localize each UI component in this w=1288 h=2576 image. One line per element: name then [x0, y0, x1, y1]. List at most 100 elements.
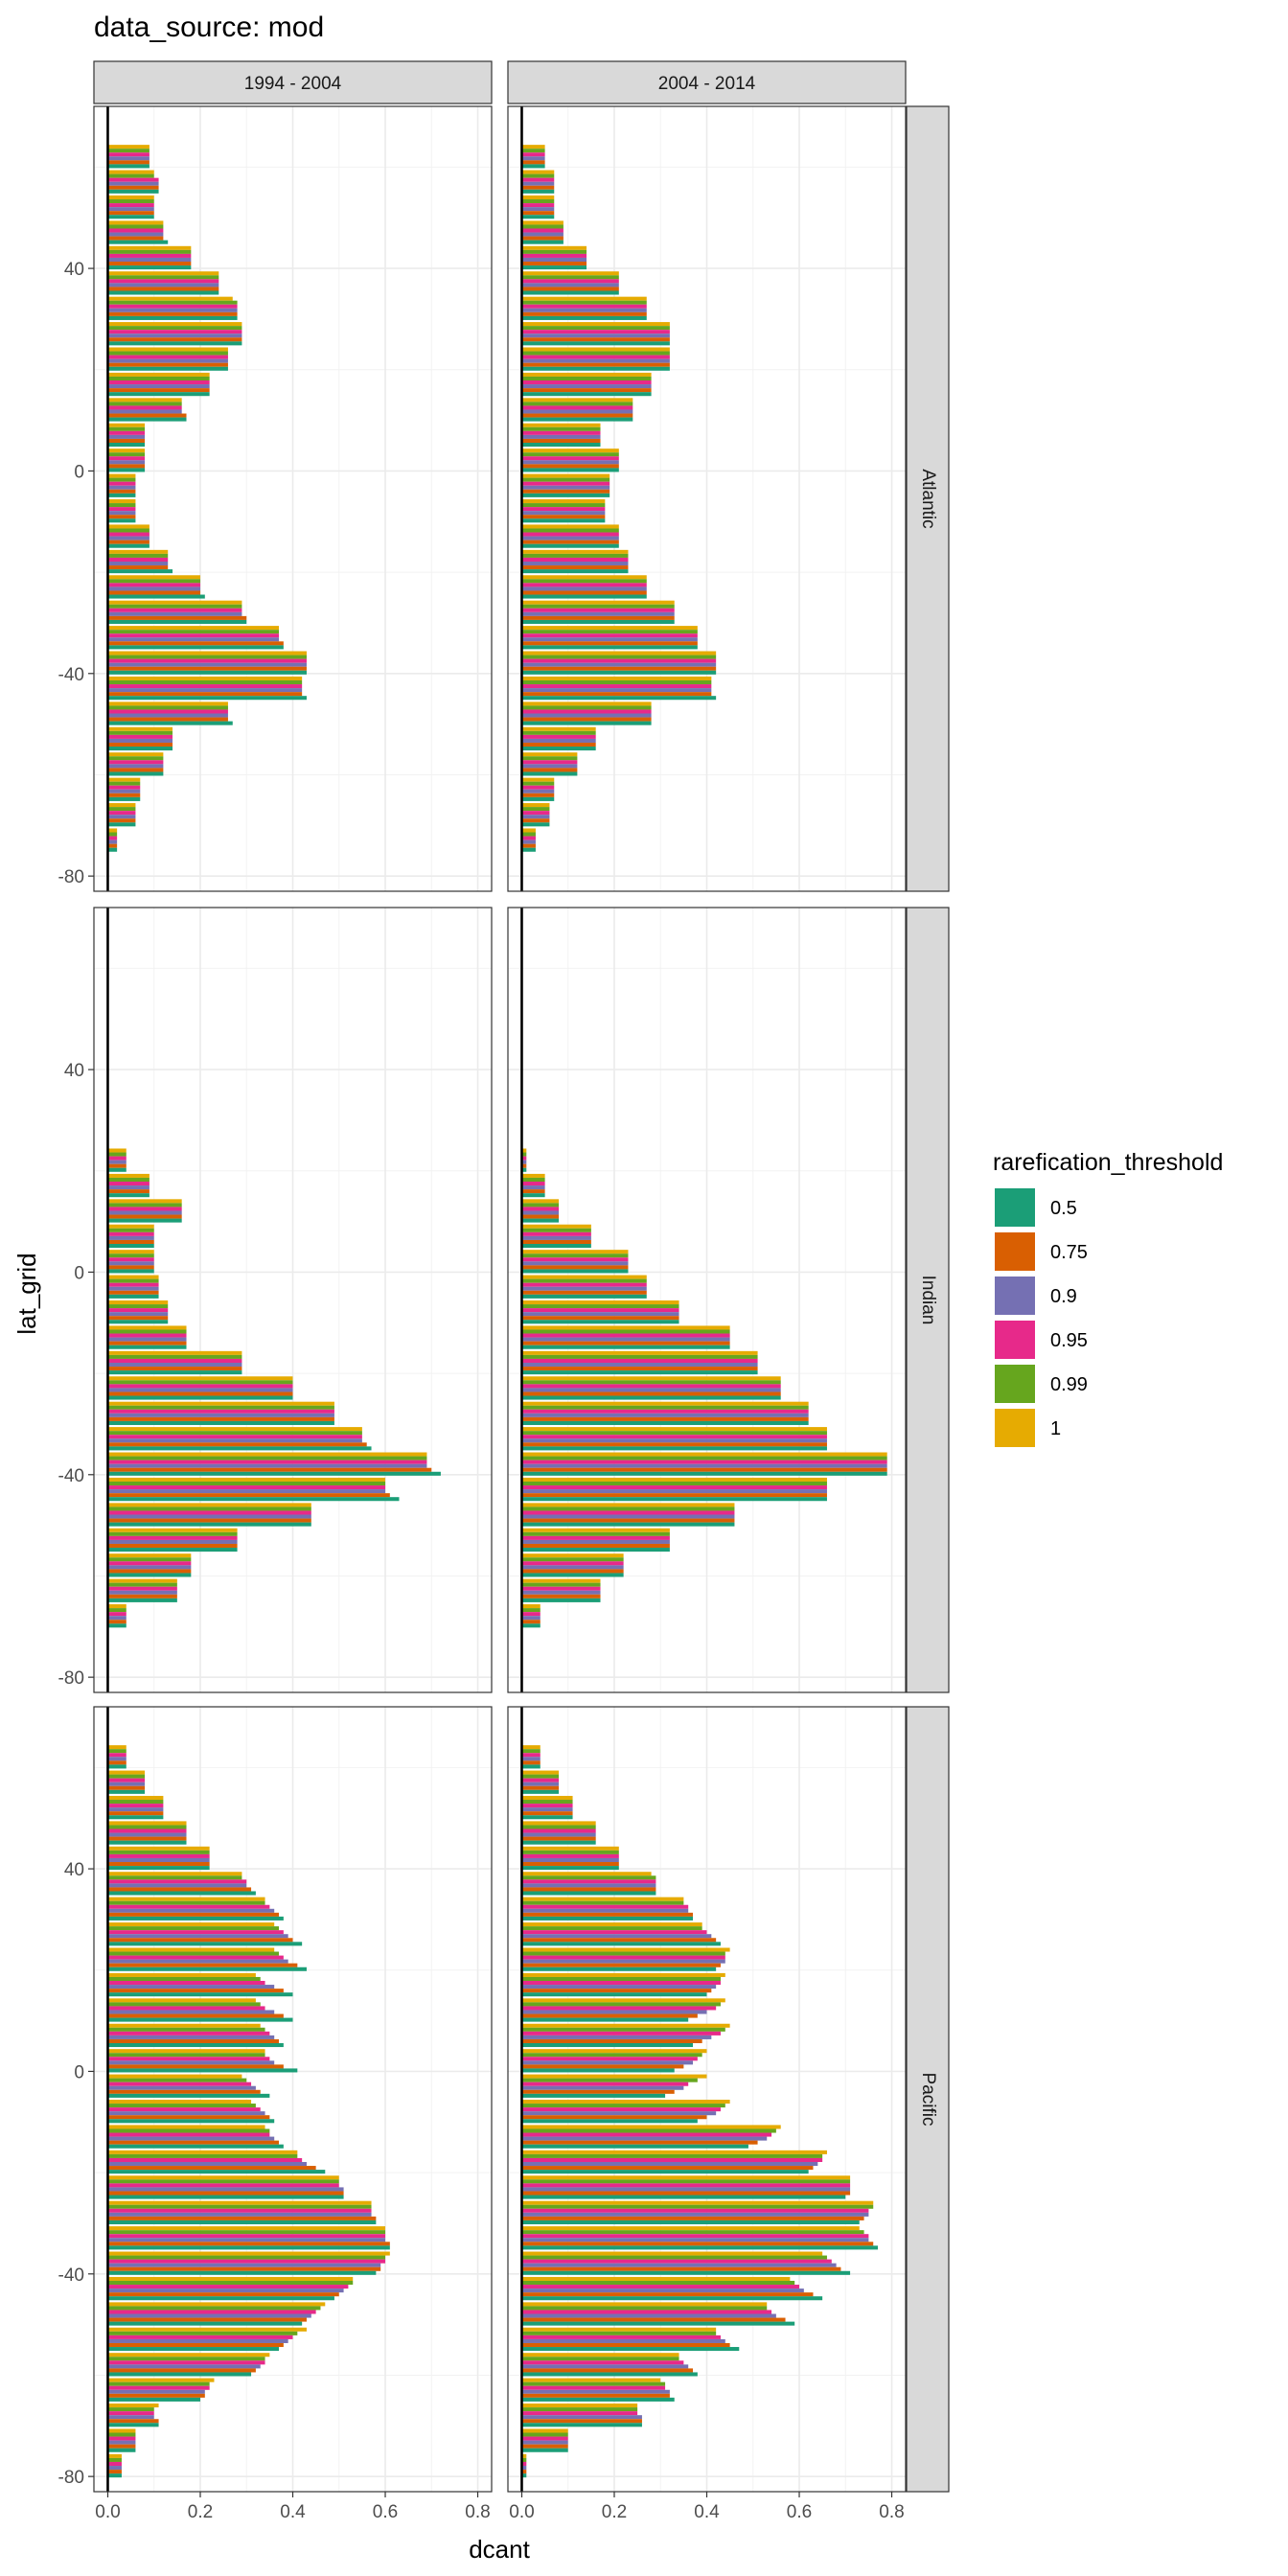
bar-0.9 [521, 611, 675, 616]
bar-0.5 [521, 2017, 689, 2022]
bar-0.99 [107, 2331, 298, 2335]
bar-0.99 [107, 1481, 386, 1486]
bar-0.95 [521, 304, 647, 309]
bar-1 [107, 1452, 427, 1457]
bar-0.99 [521, 2280, 795, 2286]
bar-0.9 [521, 308, 647, 312]
x-tick-label: 0.0 [509, 2502, 534, 2522]
bar-0.5 [521, 1916, 694, 1920]
bar-0.9 [107, 460, 146, 465]
bar-0.99 [521, 2432, 568, 2437]
bar-0.99 [521, 1774, 560, 1779]
bar-0.75 [107, 793, 141, 797]
bar-1 [107, 1553, 192, 1558]
y-tick-label: -80 [58, 1668, 84, 1689]
bar-0.5 [521, 290, 619, 295]
bar-1 [521, 1604, 540, 1609]
bar-0.9 [521, 181, 555, 186]
bar-1 [107, 676, 303, 680]
bar-0.75 [107, 2393, 205, 2398]
bar-0.9 [521, 1286, 647, 1291]
bar-0.99 [521, 300, 647, 305]
bar-0.9 [521, 2288, 804, 2293]
bar-0.95 [521, 1409, 809, 1414]
bar-0.5 [107, 341, 242, 346]
bar-0.9 [521, 1985, 717, 1990]
bar-0.75 [521, 818, 550, 823]
bar-0.9 [107, 2161, 307, 2167]
bar-0.9 [107, 1807, 164, 1812]
bar-0.99 [107, 756, 164, 761]
bar-0.5 [521, 1497, 827, 1502]
bar-0.75 [107, 540, 150, 544]
bar-0.95 [521, 2082, 689, 2086]
bar-1 [107, 1477, 386, 1482]
bar-0.95 [107, 2006, 265, 2011]
bar-0.9 [107, 688, 303, 693]
bar-1 [521, 145, 545, 150]
bar-0.75 [521, 2216, 864, 2220]
bar-0.95 [107, 228, 164, 233]
bar-1 [521, 2226, 860, 2231]
bar-1 [107, 1503, 311, 1507]
bar-0.75 [107, 211, 154, 216]
bar-0.95 [521, 583, 647, 587]
bar-0.5 [107, 240, 169, 244]
bar-0.99 [107, 1749, 126, 1754]
bar-0.5 [107, 1548, 238, 1552]
bar-0.75 [107, 1569, 192, 1574]
bar-0.99 [107, 2306, 321, 2311]
bar-0.99 [521, 224, 564, 229]
bar-0.75 [521, 2292, 814, 2297]
legend-item: 0.9 [995, 1276, 1077, 1315]
bar-0.75 [521, 388, 652, 393]
panel-atlantic-0: 40 0 -40 -80 [58, 105, 493, 892]
bar-1 [521, 271, 619, 276]
bar-0.9 [521, 384, 652, 389]
bar-0.95 [521, 532, 619, 537]
bar-0.95 [521, 1384, 781, 1389]
bar-0.95 [521, 2461, 527, 2467]
bar-1 [521, 1578, 601, 1583]
bar-0.99 [521, 2381, 666, 2386]
bar-0.95 [521, 2208, 869, 2213]
bar-0.5 [521, 366, 670, 371]
y-axis-title: lat_grid [12, 1253, 41, 1334]
bar-0.5 [521, 619, 675, 624]
bar-0.95 [521, 203, 555, 208]
bar-0.95 [107, 1182, 150, 1186]
bar-1 [107, 1897, 265, 1901]
bar-0.95 [107, 658, 307, 663]
bar-0.9 [107, 2288, 344, 2293]
bar-0.75 [521, 1989, 712, 1993]
bar-0.75 [107, 1493, 390, 1498]
bar-0.9 [521, 2466, 527, 2471]
bar-0.75 [521, 1467, 887, 1472]
bar-0.5 [521, 2195, 846, 2199]
bar-1 [107, 1199, 182, 1204]
bar-0.9 [521, 1413, 809, 1417]
bar-0.5 [107, 1345, 187, 1349]
bar-0.95 [107, 330, 242, 334]
bar-0.75 [107, 717, 228, 722]
bar-0.5 [521, 1992, 707, 1997]
bar-0.95 [107, 177, 159, 182]
bar-0.95 [521, 1282, 647, 1287]
bar-0.95 [521, 1930, 707, 1935]
bar-0.95 [107, 405, 182, 410]
bar-0.9 [107, 2035, 275, 2039]
bar-0.95 [521, 1753, 540, 1758]
bar-0.95 [107, 1207, 182, 1211]
bar-0.9 [107, 308, 238, 312]
bar-0.75 [107, 1442, 367, 1447]
bar-0.99 [521, 1405, 809, 1410]
bar-0.75 [107, 185, 159, 190]
bar-0.75 [521, 2266, 841, 2271]
bar-0.5 [107, 2220, 377, 2224]
bar-0.95 [107, 2385, 210, 2390]
bar-0.99 [107, 503, 136, 508]
bar-0.75 [521, 1189, 545, 1194]
bar-0.95 [521, 1358, 758, 1363]
bar-0.9 [107, 2364, 261, 2369]
bar-1 [521, 803, 550, 808]
